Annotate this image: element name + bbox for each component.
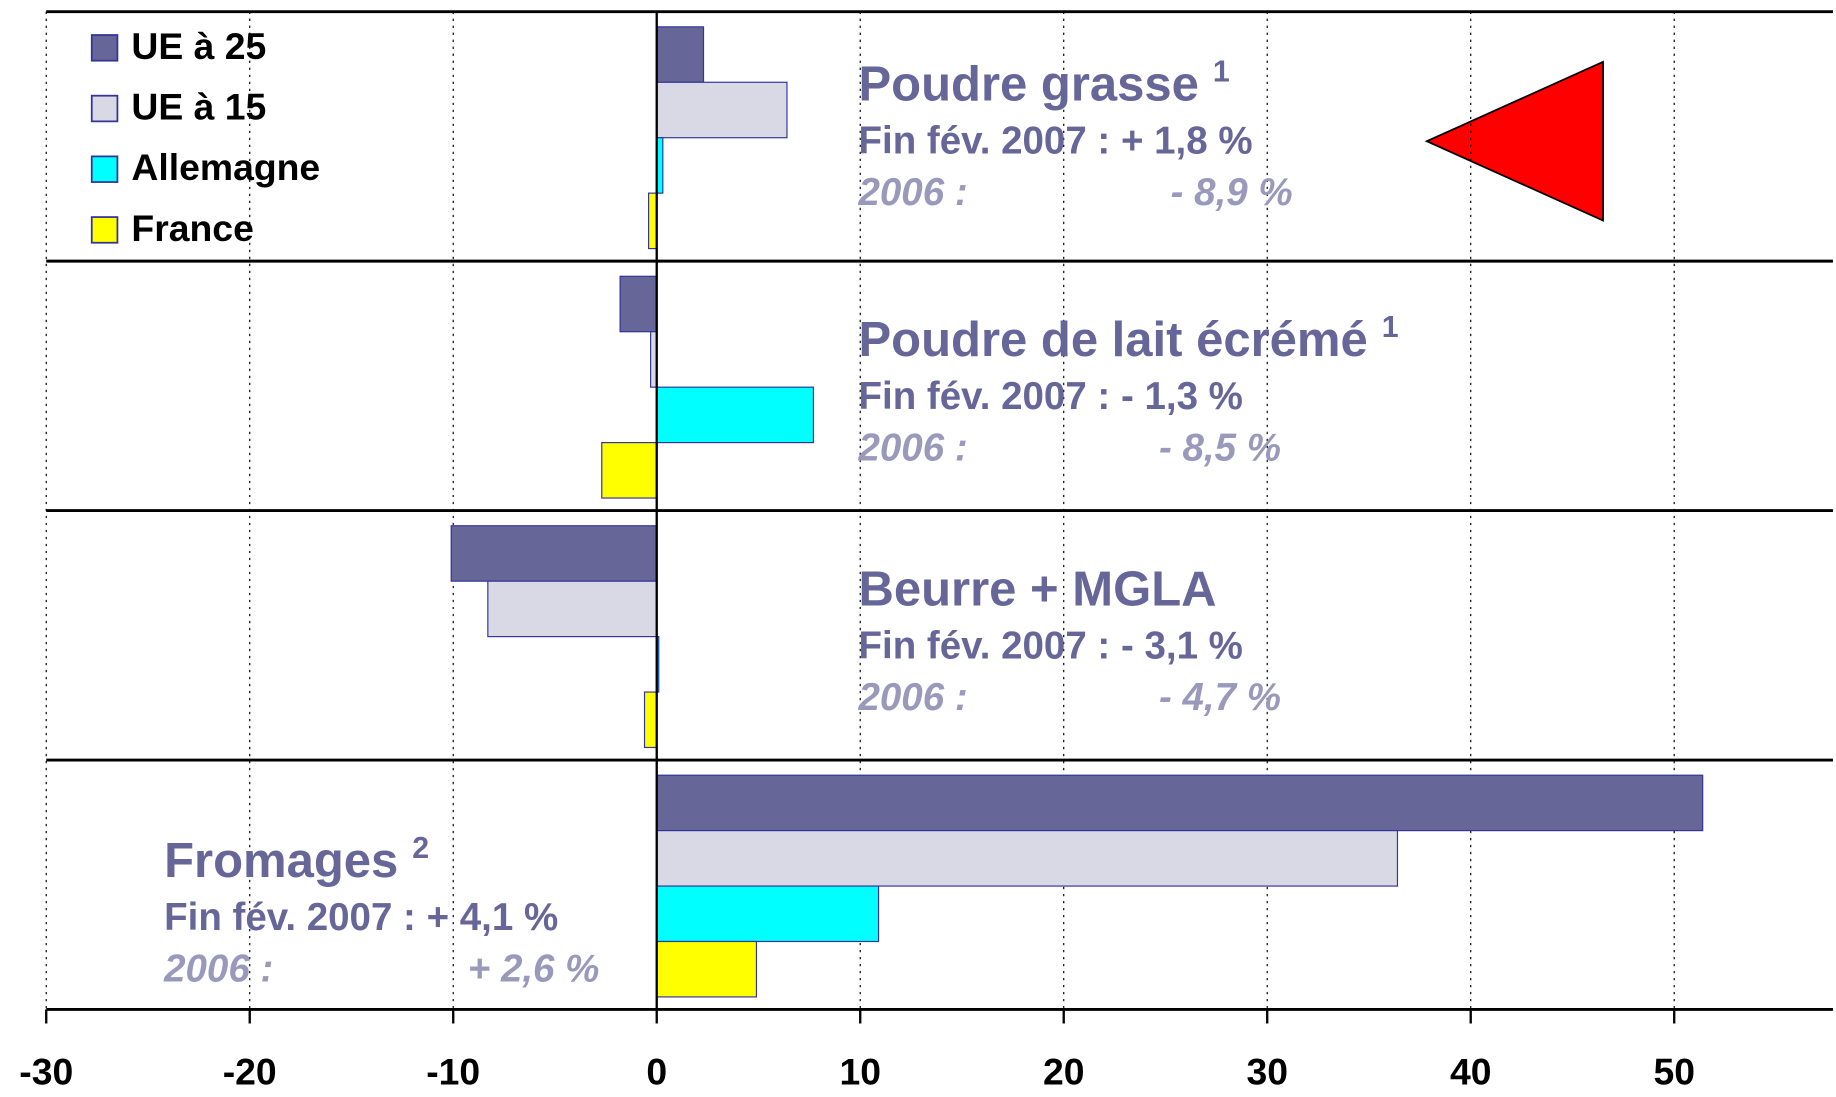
- x-tick-label: 40: [1450, 1051, 1492, 1093]
- x-tick-label: 10: [839, 1051, 881, 1093]
- bar: [656, 81, 788, 139]
- annotation-label: 2006 :: [857, 676, 967, 719]
- group-title-text: Beurre + MGLA: [858, 562, 1216, 616]
- annotation-line: Fin fév. 2007 : + 1,8 %: [858, 120, 1252, 163]
- x-tick-label: 20: [1043, 1051, 1085, 1093]
- group-title-note: 1: [1213, 56, 1230, 89]
- annotation-line: Fin fév. 2007 : + 4,1 %: [164, 896, 558, 939]
- annotation-label: 2006 :: [857, 426, 967, 469]
- annotation-value: - 4,7 %: [1159, 676, 1281, 719]
- group-title-text: Fromages: [164, 834, 398, 888]
- legend-label: UE à 15: [131, 86, 266, 128]
- x-tick-label: 0: [646, 1051, 667, 1093]
- group-title-note: 2: [412, 832, 429, 865]
- x-tick-label: -10: [426, 1051, 480, 1093]
- annotation-value: + 2,6 %: [468, 947, 600, 990]
- bar: [643, 691, 658, 749]
- red-arrow: [1424, 60, 1604, 222]
- group-title: Poudre grasse 1: [858, 56, 1229, 112]
- bar: [656, 774, 1704, 832]
- bar: [601, 442, 658, 499]
- legend-swatch: [90, 94, 119, 123]
- group-title-note: 1: [1382, 311, 1399, 344]
- annotation-value: - 8,9 %: [1171, 171, 1293, 214]
- x-tick-label: -20: [223, 1051, 277, 1093]
- annotation-label: 2006 :: [163, 947, 273, 990]
- bar: [656, 885, 880, 943]
- annotation-value: - 8,5 %: [1159, 426, 1281, 469]
- x-tick-label: -30: [19, 1051, 73, 1093]
- group-title-text: Poudre de lait écrémé: [858, 313, 1367, 367]
- legend-swatch: [90, 155, 119, 183]
- bar: [450, 525, 658, 582]
- legend-label: Allemagne: [131, 146, 320, 188]
- legend-label: UE à 25: [131, 25, 266, 67]
- x-tick-label: 30: [1246, 1051, 1288, 1093]
- annotation-line: Fin fév. 2007 : - 3,1 %: [858, 624, 1242, 667]
- bar: [619, 275, 658, 333]
- group-title-text: Poudre grasse: [858, 57, 1198, 111]
- bar: [487, 580, 658, 638]
- group-title: Poudre de lait écrémé 1: [858, 311, 1398, 367]
- bar: [656, 940, 758, 998]
- x-tick-label: 50: [1653, 1051, 1695, 1093]
- legend-swatch: [90, 34, 119, 62]
- bar: [648, 192, 658, 250]
- legend-swatch: [90, 216, 119, 244]
- group-title: Fromages 2: [164, 832, 429, 888]
- annotation-line: Fin fév. 2007 : - 1,3 %: [858, 375, 1242, 418]
- legend-label: France: [131, 207, 253, 249]
- annotation-label: 2006 :: [857, 171, 967, 214]
- bar: [656, 830, 1399, 887]
- bar: [656, 386, 815, 444]
- bar: [656, 26, 705, 83]
- group-title: Beurre + MGLA: [858, 562, 1216, 616]
